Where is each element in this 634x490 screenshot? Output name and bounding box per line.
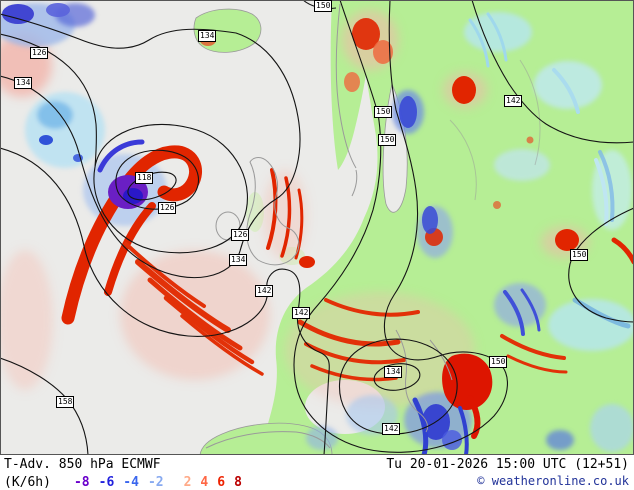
legend-value-pos2: 2 — [183, 475, 192, 490]
contour-label: 126 — [158, 202, 177, 214]
contour-label: 134 — [229, 254, 248, 266]
contour-label: 150 — [489, 356, 508, 368]
contour-142-west — [0, 147, 330, 455]
copyright: © weatheronline.co.uk — [477, 474, 629, 488]
contour-142-east — [471, 0, 634, 144]
map-canvas — [0, 0, 634, 455]
map-title: T-Adv. 850 hPa ECMWF — [4, 457, 161, 472]
caption-bar: T-Adv. 850 hPa ECMWF (K/6h) -8 -6 -4 -2 2 4 6 8 … — [0, 455, 634, 490]
warm-advection-strong-layer — [61, 18, 634, 439]
valid-time: Tu 20-01-2026 15:00 UTC (12+51) — [386, 457, 629, 472]
contour-126-outer — [0, 33, 248, 254]
contour-134-italy — [373, 363, 421, 391]
contour-134 — [0, 13, 301, 279]
legend-value-neg6: -6 — [98, 475, 115, 490]
legend-value-pos8: 8 — [234, 475, 242, 490]
weather-map: 126 134 134 150 150 150 142 118 126 126 … — [0, 0, 634, 455]
unit-label: (K/6h) — [4, 475, 51, 490]
contour-label: 134 — [384, 366, 403, 378]
contour-142-italy — [338, 338, 458, 435]
contour-label: 150 — [570, 249, 589, 261]
contour-label: 142 — [255, 285, 274, 297]
legend-value-neg8: -8 — [73, 475, 90, 490]
contour-label: 134 — [198, 30, 217, 42]
legend-value-pos6: 6 — [217, 475, 226, 490]
contour-150-east — [568, 207, 634, 323]
contour-label: 150 — [314, 0, 333, 12]
contour-150-trough — [293, 0, 508, 453]
contour-label: 150 — [374, 106, 393, 118]
legend-value-neg2: -2 — [147, 475, 164, 490]
contour-label: 142 — [292, 307, 311, 319]
contour-126-inner — [115, 149, 200, 210]
contour-label: 158 — [56, 396, 75, 408]
contour-label: 126 — [30, 47, 49, 59]
contour-label: 142 — [382, 423, 401, 435]
contour-label: 134 — [14, 77, 33, 89]
contour-layer — [0, 0, 634, 455]
contour-label: 142 — [504, 95, 523, 107]
contour-label: 118 — [135, 172, 154, 184]
contour-label: 126 — [231, 229, 250, 241]
legend-value-neg4: -4 — [123, 475, 139, 490]
contour-label: 150 — [378, 134, 397, 146]
legend-value-pos4: 4 — [200, 475, 209, 490]
